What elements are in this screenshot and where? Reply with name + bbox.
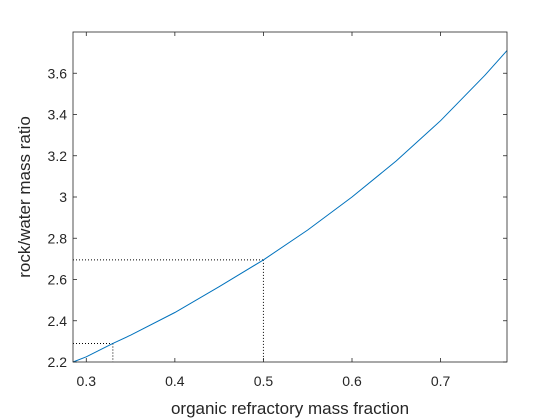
series-line-0 (72, 50, 508, 363)
y-tick-label: 3.4 (48, 107, 68, 123)
guide-lines (73, 259, 264, 362)
y-tick-label: 3.2 (48, 148, 68, 164)
y-tick-label: 2.2 (48, 354, 68, 370)
y-tick-label: 2.6 (48, 272, 68, 288)
x-tick-label: 0.4 (165, 373, 185, 389)
y-tick-label: 3.6 (48, 65, 68, 81)
y-tick-label: 2.4 (48, 313, 68, 329)
x-tick-label: 0.7 (431, 373, 451, 389)
y-tick-label: 3 (59, 189, 67, 205)
ticks-group: 0.3 0.4 0.5 0.6 0.7 2.2 2.4 2.6 2.8 3 3.2 3.4 3.6 (48, 32, 507, 389)
x-tick-label: 0.3 (77, 373, 97, 389)
y-axis-label: rock/water mass ratio (15, 116, 34, 278)
series-group (72, 50, 508, 363)
x-tick-label: 0.5 (254, 373, 274, 389)
y-tick-label: 2.8 (48, 230, 68, 246)
x-axis-label: organic refractory mass fraction (171, 399, 409, 418)
plot-background (73, 32, 507, 362)
x-tick-label: 0.6 (342, 373, 362, 389)
